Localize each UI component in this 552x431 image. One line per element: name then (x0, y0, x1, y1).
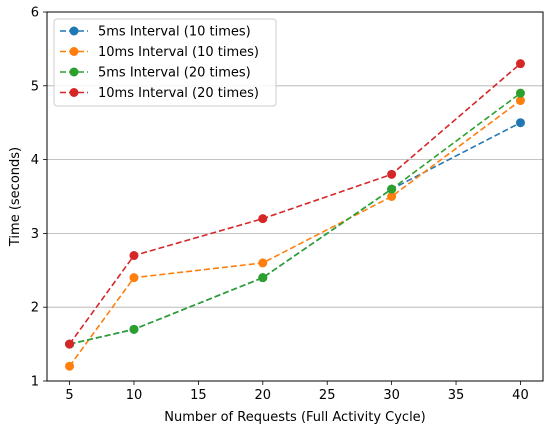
y-tick-label: 2 (31, 301, 39, 316)
y-tick-label: 6 (31, 6, 39, 21)
data-point (515, 118, 525, 128)
legend-label: 10ms Interval (20 times) (98, 86, 259, 101)
x-tick-label: 40 (512, 388, 529, 403)
data-point (515, 96, 525, 106)
series-line (69, 121, 521, 345)
data-point (129, 251, 139, 261)
data-point (258, 214, 268, 224)
x-tick-label: 35 (448, 388, 465, 403)
series-line (69, 92, 521, 345)
legend-marker (69, 67, 79, 77)
y-axis-label: Time (seconds) (8, 147, 23, 247)
data-point (129, 324, 139, 334)
x-tick-label: 30 (383, 388, 400, 403)
y-tick-label: 5 (31, 79, 39, 94)
series-layer (65, 59, 525, 371)
legend-label: 5ms Interval (10 times) (98, 25, 251, 40)
data-point (387, 184, 397, 194)
data-point (258, 273, 268, 283)
x-tick-label: 25 (319, 388, 336, 403)
y-axis-ticks: 1 2 3 4 5 6 (31, 6, 47, 390)
data-point (258, 258, 268, 268)
x-tick-label: 15 (190, 388, 207, 403)
legend: 5ms Interval (10 times) 10ms Interval (10… (53, 18, 277, 107)
x-tick-label: 20 (255, 388, 272, 403)
legend-label: 5ms Interval (20 times) (98, 66, 251, 81)
legend-marker (69, 88, 79, 97)
series-3 (65, 88, 525, 349)
legend-item: 5ms Interval (10 times) (60, 25, 251, 40)
data-point (65, 361, 75, 371)
data-point (387, 192, 397, 201)
legend-marker (69, 26, 79, 36)
x-axis-label: Number of Requests (Full Activity Cycle) (164, 410, 426, 425)
data-point (129, 273, 139, 283)
data-point (387, 169, 397, 179)
series-4 (65, 59, 525, 349)
data-point (515, 59, 525, 69)
x-tick-label: 5 (65, 388, 73, 403)
y-tick-label: 4 (31, 153, 39, 168)
legend-marker (69, 47, 79, 56)
data-point (65, 339, 75, 349)
plot-frame (46, 11, 544, 382)
legend-box (53, 18, 277, 107)
y-tick-label: 1 (31, 375, 39, 390)
x-tick-label: 10 (126, 388, 143, 403)
legend-item: 5ms Interval (20 times) (60, 66, 251, 81)
series-2 (65, 96, 525, 371)
legend-item: 10ms Interval (20 times) (60, 86, 259, 101)
data-point (515, 88, 525, 98)
legend-item: 10ms Interval (10 times) (60, 45, 259, 60)
legend-label: 10ms Interval (10 times) (98, 45, 259, 60)
x-axis-ticks: 5 10 15 20 25 30 35 40 (65, 381, 529, 403)
y-tick-label: 3 (31, 227, 39, 242)
